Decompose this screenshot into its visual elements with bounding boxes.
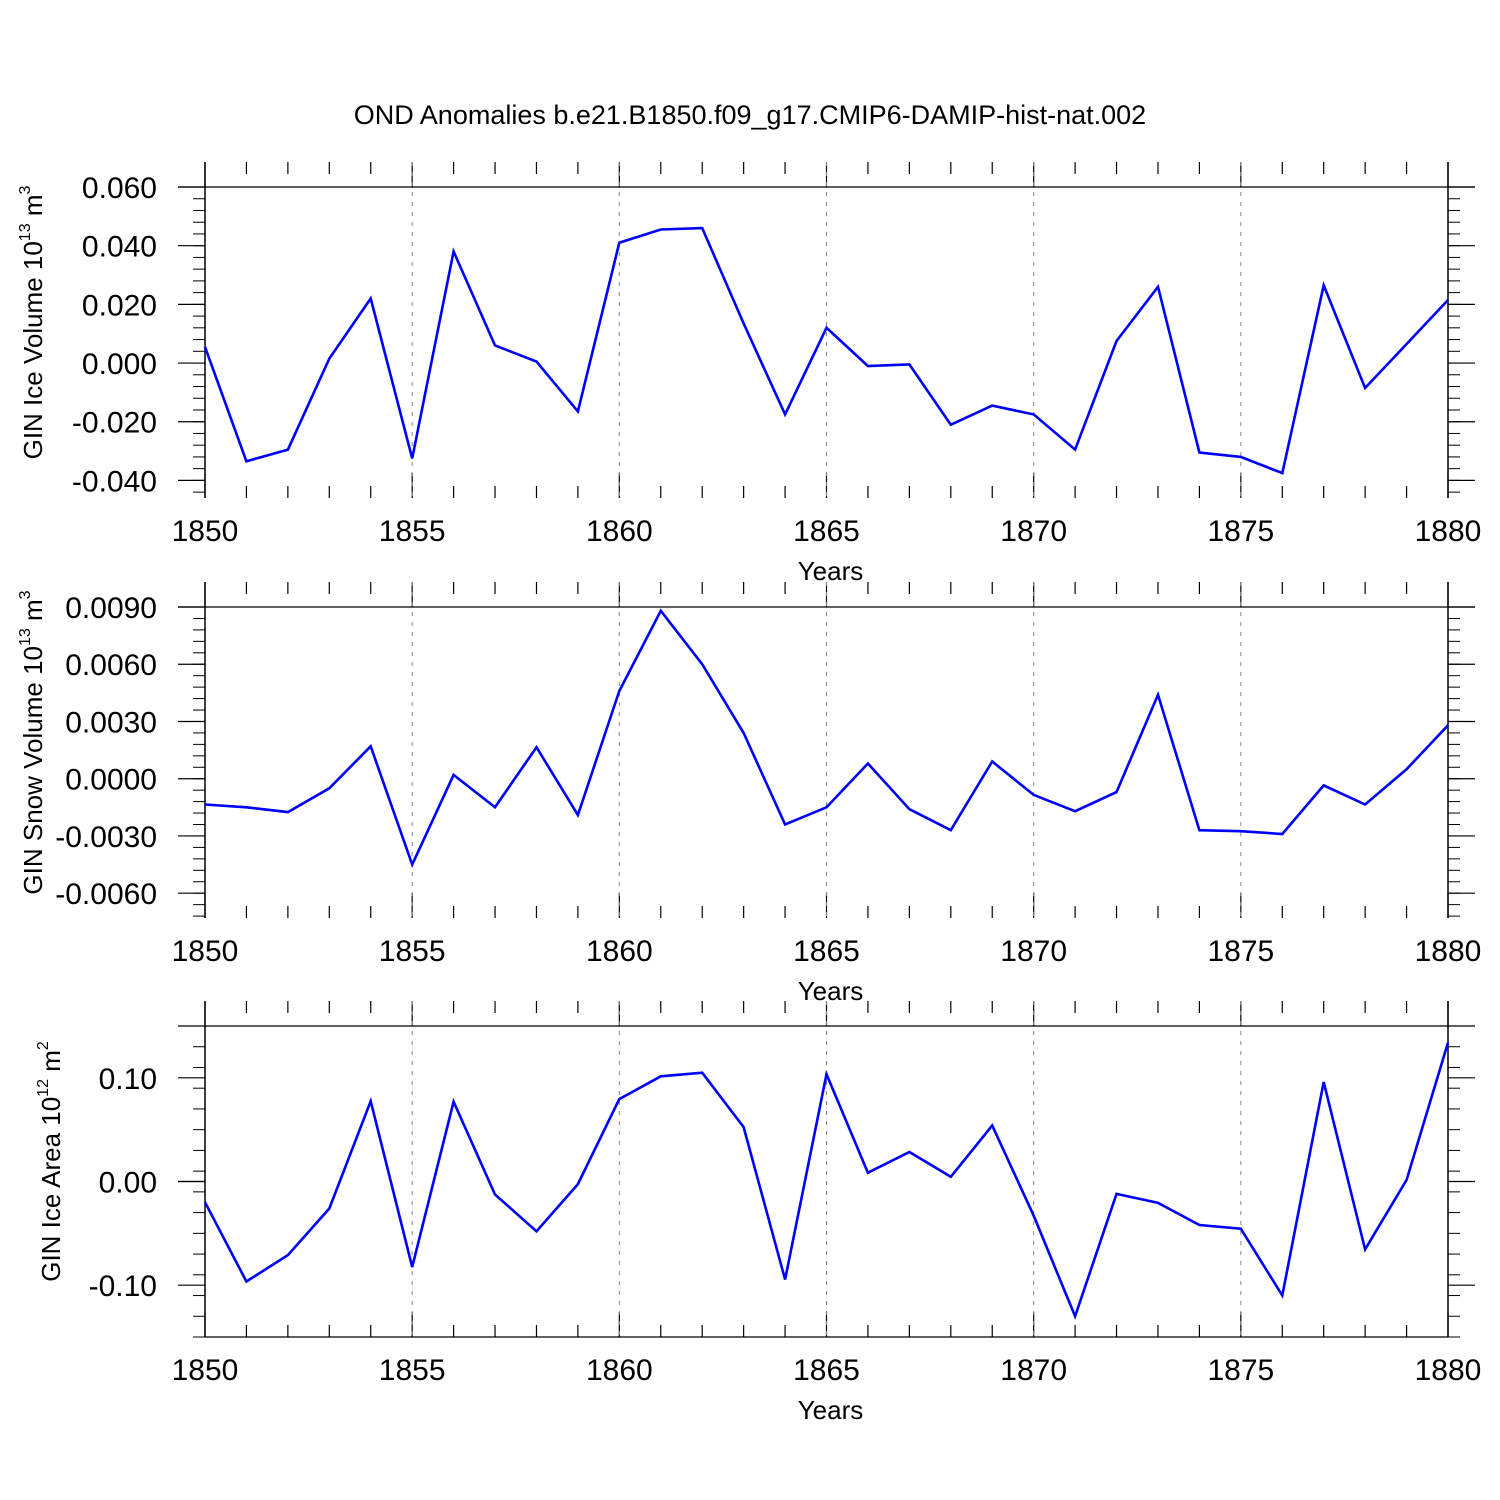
panel-3-xtick-label: 1880 — [1415, 1354, 1482, 1387]
panel-2-ylabel: GIN Snow Volume 1013 m3 — [17, 590, 48, 894]
panel-2-ytick-label: 0.0030 — [65, 706, 157, 739]
panel-2-xtick-label: 1870 — [1000, 935, 1067, 968]
panel-3-xtick-label: 1850 — [172, 1354, 239, 1387]
figure-title: OND Anomalies b.e21.B1850.f09_g17.CMIP6-… — [354, 100, 1146, 130]
panel-3-ylabel-main: GIN Ice Area 10 — [36, 1097, 66, 1282]
panel-3-ytick-label: -0.10 — [89, 1270, 157, 1303]
panel-2-ylabel-unit-exp: 3 — [17, 590, 34, 599]
panel-3: 0.10 0.00 -0.10 1850 1855 1860 1865 1870 1875 188… — [35, 1001, 1481, 1425]
panel-2-xtick-label: 1860 — [586, 935, 653, 968]
panel-1-ylabel-unit-exp: 3 — [17, 185, 34, 194]
panel-1: 0.060 0.040 0.020 0.000 -0.020 -0.040 1850 1855… — [17, 162, 1481, 586]
panel-2-xlabel: Years — [798, 976, 864, 1006]
panel-1-xlabel: Years — [798, 556, 864, 586]
panel-3-xtick-label: 1865 — [793, 1354, 860, 1387]
panel-3-ytick-label: 0.10 — [99, 1063, 157, 1096]
panel-1-xtick-label: 1865 — [793, 515, 860, 548]
panel-1-ylabel-unit: m — [18, 194, 48, 223]
panel-2-ytick-label: 0.0090 — [65, 592, 157, 625]
panel-2-ytick-label: 0.0000 — [65, 764, 157, 797]
panel-2-ytick-label: -0.0060 — [55, 878, 157, 911]
panel-3-xtick-label: 1855 — [379, 1354, 446, 1387]
panel-1-ytick-label: -0.020 — [72, 407, 157, 440]
panels: 0.060 0.040 0.020 0.000 -0.020 -0.040 1850 1855… — [17, 162, 1481, 1425]
panel-1-ytick-label: 0.020 — [82, 289, 157, 322]
panel-2-xtick-label: 1880 — [1415, 935, 1482, 968]
panel-3-ylabel-exp: 12 — [35, 1079, 52, 1097]
panel-3-ylabel-unit-exp: 2 — [35, 1041, 52, 1050]
panel-2-xtick-label: 1850 — [172, 935, 239, 968]
panel-1-ytick-label: 0.040 — [82, 231, 157, 264]
panel-3-xtick-label: 1875 — [1207, 1354, 1274, 1387]
panel-2-xtick-label: 1875 — [1207, 935, 1274, 968]
panel-3-ytick-label: 0.00 — [99, 1167, 157, 1200]
panel-2-ylabel-main: GIN Snow Volume 10 — [18, 646, 48, 895]
panel-1-ytick-label: -0.040 — [72, 465, 157, 498]
panel-1-ylabel: GIN Ice Volume 1013 m3 — [17, 185, 48, 459]
panel-1-ylabel-exp: 13 — [17, 223, 34, 241]
panel-3-ylabel-unit: m — [36, 1050, 66, 1079]
panel-1-ytick-label: 0.000 — [82, 348, 157, 381]
panel-1-xtick-label: 1870 — [1000, 515, 1067, 548]
panel-1-xtick-label: 1855 — [379, 515, 446, 548]
panel-2-xtick-label: 1855 — [379, 935, 446, 968]
panel-3-xtick-label: 1870 — [1000, 1354, 1067, 1387]
panel-2-ylabel-unit: m — [18, 599, 48, 628]
panel-1-xtick-label: 1860 — [586, 515, 653, 548]
panel-1-xtick-label: 1875 — [1207, 515, 1274, 548]
panel-1-xtick-label: 1850 — [172, 515, 239, 548]
panel-3-xtick-label: 1860 — [586, 1354, 653, 1387]
panel-3-xlabel: Years — [798, 1395, 864, 1425]
panel-1-ylabel-main: GIN Ice Volume 10 — [18, 241, 48, 459]
panel-2-xtick-label: 1865 — [793, 935, 860, 968]
panel-3-ylabel: GIN Ice Area 1012 m2 — [35, 1041, 66, 1282]
panel-1-ytick-label: 0.060 — [82, 172, 157, 205]
panel-2-ytick-label: 0.0060 — [65, 649, 157, 682]
panel-2-ytick-label: -0.0030 — [55, 821, 157, 854]
panel-1-xtick-label: 1880 — [1415, 515, 1482, 548]
panel-2-ylabel-exp: 13 — [17, 628, 34, 646]
panel-2: 0.0090 0.0060 0.0030 0.0000 -0.0030 -0.0060 18… — [17, 582, 1481, 1006]
